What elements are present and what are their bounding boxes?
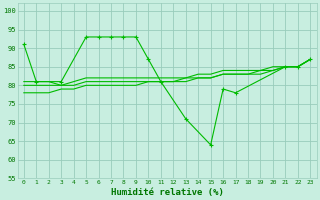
- X-axis label: Humidité relative (%): Humidité relative (%): [111, 188, 223, 197]
